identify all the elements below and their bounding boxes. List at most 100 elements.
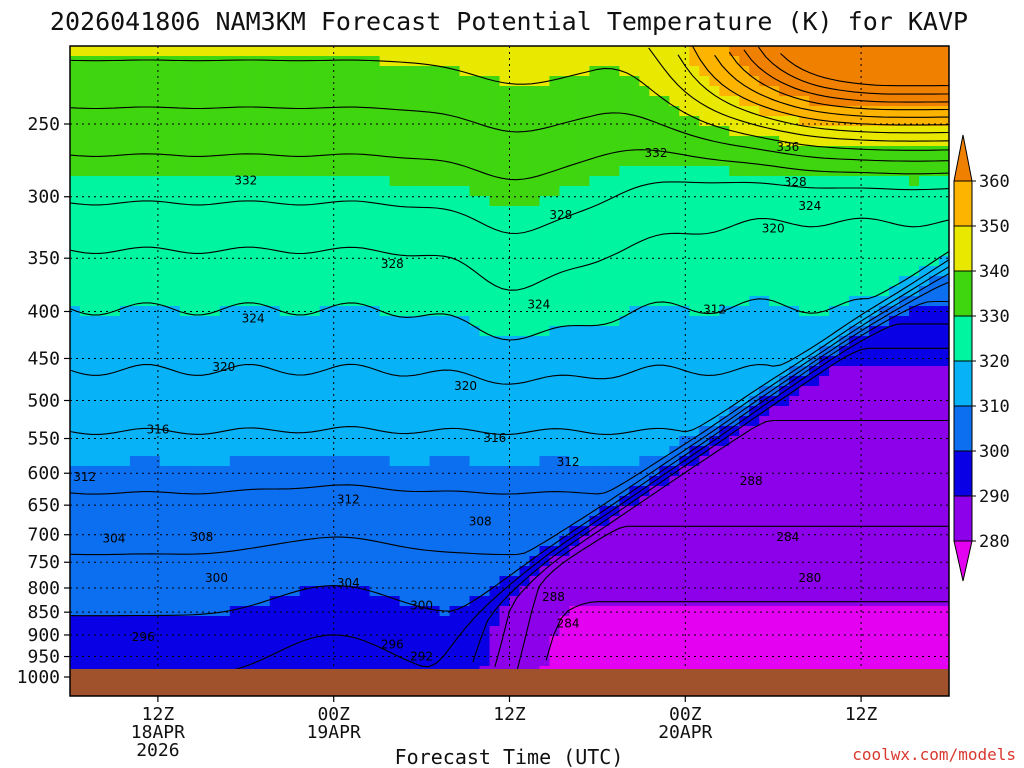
- fill-cell: [339, 436, 351, 447]
- fill-cell: [609, 306, 620, 317]
- fill-cell: [249, 316, 261, 327]
- fill-cell: [169, 316, 181, 327]
- fill-cell: [519, 326, 531, 337]
- fill-cell: [529, 576, 541, 587]
- fill-cell: [89, 576, 101, 587]
- fill-cell: [99, 336, 111, 347]
- fill-cell: [519, 496, 531, 507]
- fill-cell: [129, 486, 141, 497]
- fill-cell: [579, 456, 591, 467]
- fill-cell: [509, 536, 521, 547]
- fill-cell: [139, 316, 151, 327]
- fill-cell: [179, 466, 191, 477]
- fill-cell: [79, 526, 91, 537]
- fill-cell: [509, 356, 521, 367]
- fill-cell: [539, 486, 551, 497]
- fill-cell: [149, 546, 161, 557]
- fill-cell: [689, 116, 700, 127]
- fill-cell: [459, 136, 471, 147]
- fill-cell: [469, 166, 481, 177]
- fill-cell: [639, 546, 650, 557]
- fill-cell: [289, 436, 301, 447]
- fill-cell: [579, 426, 591, 437]
- fill-cell: [139, 116, 151, 127]
- fill-cell: [229, 386, 241, 397]
- fill-cell: [429, 626, 441, 637]
- fill-cell: [659, 316, 670, 327]
- fill-cell: [149, 96, 161, 107]
- fill-cell: [469, 606, 481, 617]
- fill-cell: [689, 86, 700, 97]
- fill-cell: [319, 326, 331, 337]
- fill-cell: [189, 316, 201, 327]
- fill-cell: [769, 486, 780, 497]
- fill-cell: [169, 566, 181, 577]
- fill-cell: [779, 506, 790, 517]
- fill-cell: [729, 626, 740, 637]
- fill-cell: [219, 206, 231, 217]
- fill-cell: [669, 356, 680, 367]
- fill-cell: [699, 136, 710, 147]
- fill-cell: [679, 406, 690, 417]
- fill-cell: [399, 46, 411, 57]
- fill-cell: [329, 166, 341, 177]
- fill-cell: [509, 56, 521, 67]
- fill-cell: [779, 216, 790, 227]
- fill-cell: [89, 526, 101, 537]
- fill-cell: [539, 416, 551, 427]
- fill-cell: [709, 266, 720, 277]
- fill-cell: [379, 436, 391, 447]
- fill-cell: [809, 496, 820, 507]
- fill-cell: [149, 206, 161, 217]
- fill-cell: [299, 316, 311, 327]
- fill-cell: [529, 46, 541, 57]
- fill-cell: [829, 296, 840, 307]
- fill-cell: [339, 246, 351, 257]
- fill-cell: [489, 396, 501, 407]
- fill-cell: [229, 146, 241, 157]
- fill-cell: [289, 626, 301, 637]
- fill-cell: [519, 256, 531, 267]
- fill-cell: [289, 186, 301, 197]
- fill-cell: [159, 136, 171, 147]
- fill-cell: [769, 496, 780, 507]
- fill-cell: [669, 306, 680, 317]
- fill-cell: [689, 46, 700, 57]
- fill-cell: [359, 166, 371, 177]
- fill-cell: [749, 266, 760, 277]
- fill-cell: [559, 576, 571, 587]
- fill-cell: [349, 456, 361, 467]
- fill-cell: [669, 176, 680, 187]
- fill-cell: [159, 276, 171, 287]
- fill-cell: [519, 576, 531, 587]
- fill-cell: [789, 546, 800, 557]
- fill-cell: [499, 556, 511, 567]
- fill-cell: [89, 656, 101, 667]
- fill-cell: [499, 646, 511, 657]
- fill-cell: [769, 446, 780, 457]
- fill-cell: [599, 96, 610, 107]
- fill-cell: [199, 436, 211, 447]
- fill-cell: [629, 256, 640, 267]
- fill-cell: [79, 446, 91, 457]
- fill-cell: [619, 336, 630, 347]
- fill-cell: [829, 186, 840, 197]
- fill-cell: [379, 126, 391, 137]
- fill-cell: [409, 446, 421, 457]
- fill-cell: [229, 636, 241, 647]
- fill-cell: [389, 656, 401, 667]
- fill-cell: [609, 96, 620, 107]
- fill-cell: [829, 336, 840, 347]
- fill-cell: [679, 126, 690, 137]
- fill-cell: [739, 266, 750, 277]
- fill-cell: [799, 566, 810, 577]
- fill-cell: [679, 316, 690, 327]
- fill-cell: [809, 416, 820, 427]
- fill-cell: [309, 76, 321, 87]
- fill-cell: [79, 636, 91, 647]
- fill-cell: [779, 616, 790, 627]
- fill-cell: [339, 46, 351, 57]
- fill-cell: [469, 626, 481, 637]
- fill-cell: [189, 236, 201, 247]
- fill-cell: [309, 86, 321, 97]
